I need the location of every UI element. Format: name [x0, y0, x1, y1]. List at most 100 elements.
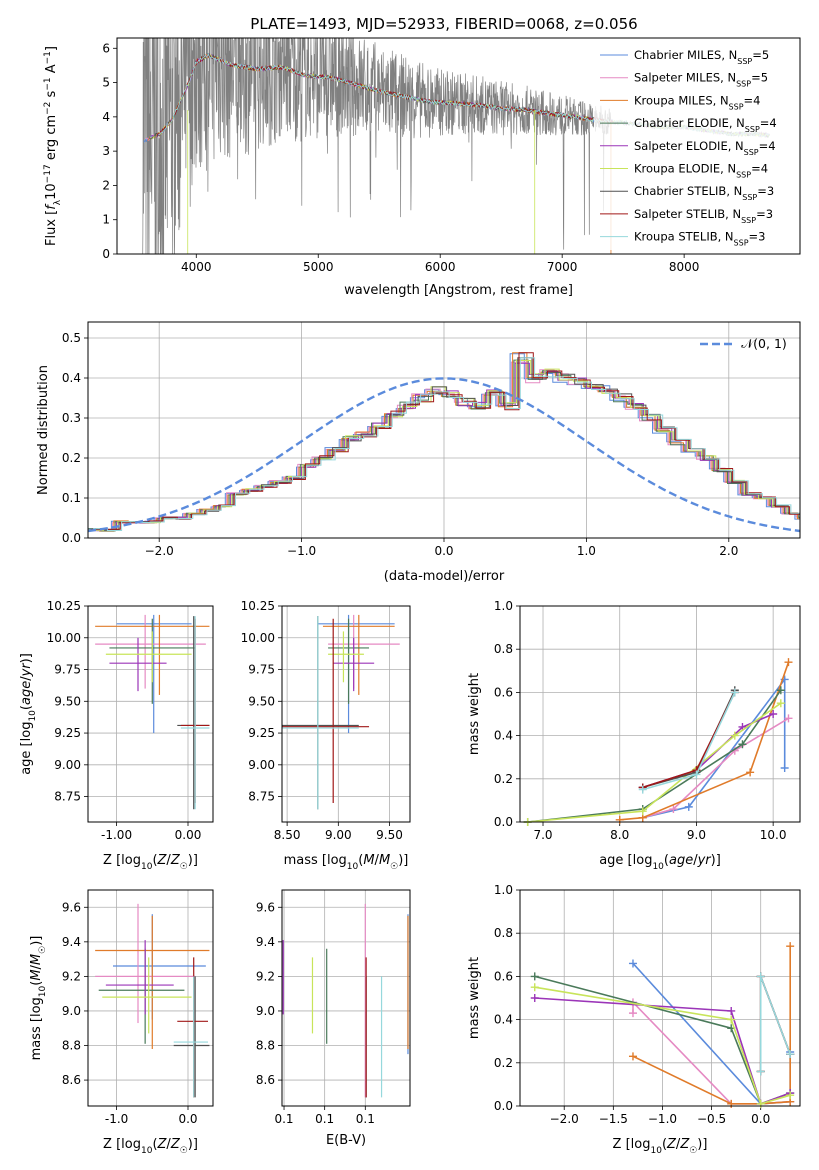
- label-part: )]: [697, 1137, 707, 1152]
- label-part: 10: [38, 985, 48, 997]
- y-tick-label: 9.6: [62, 900, 81, 914]
- x-tick-label: 8000: [669, 260, 700, 274]
- legend-entry: Kroupa STELIB, NSSP=3: [634, 230, 765, 248]
- x-tick-label: −2.0: [550, 1112, 579, 1126]
- label-part: −1: [43, 51, 53, 64]
- x-tick-label: 0.00: [175, 828, 202, 842]
- data-point-marker: [784, 658, 793, 667]
- legend-entry: Salpeter MILES, NSSP=5: [634, 71, 768, 89]
- label-part: 10: [652, 862, 664, 872]
- residuals-axes: [84, 322, 800, 542]
- label-part: 10: [650, 1146, 662, 1156]
- legend-entry: Chabrier STELIB, NSSP=3: [634, 184, 774, 202]
- y-tick-label: 0: [102, 247, 110, 261]
- y-tick-label: 0.8: [494, 926, 513, 940]
- data-point-marker: [730, 731, 739, 740]
- label-part: −17: [43, 164, 53, 183]
- data-point-marker: [628, 1009, 637, 1018]
- histogram-salpeter_elodie: [88, 362, 800, 531]
- legend-entry: Salpeter STELIB, NSSP=3: [634, 207, 773, 225]
- data-point-marker: [727, 1015, 736, 1024]
- axes-frame: [116, 37, 801, 255]
- label-part: ☉: [180, 862, 188, 872]
- label-part: yr: [697, 853, 713, 868]
- y-tick-label: 1.0: [494, 883, 513, 897]
- data-point-marker: [786, 1091, 795, 1100]
- x-tick-label: 9.50: [376, 828, 403, 842]
- axes-frame: [87, 605, 214, 823]
- y-tick-label: 9.0: [256, 1004, 275, 1018]
- label-part: Z: [170, 853, 181, 868]
- y-tick-label: 0.2: [494, 1056, 513, 1070]
- label-part: /: [375, 853, 380, 868]
- data-point-marker: [776, 686, 785, 695]
- label-part: )]: [711, 853, 721, 868]
- mass-vs-ebv-x-axis-label: E(B-V): [326, 1133, 366, 1148]
- legend-sub: SSP: [744, 147, 759, 156]
- label-part: Normed distribution: [36, 365, 51, 495]
- y-tick-label: 0.4: [62, 371, 81, 385]
- y-tick-label: 9.2: [62, 969, 81, 983]
- label-part: )]: [398, 853, 408, 868]
- series-line-salpeter_stelib: [642, 692, 736, 789]
- y-tick-label: 9.0: [62, 1004, 81, 1018]
- legend-entry: Chabrier MILES, NSSP=5: [634, 48, 769, 66]
- label-part: M: [29, 954, 44, 965]
- label-part: )]: [188, 1137, 198, 1152]
- label-part: (: [664, 853, 669, 868]
- legend-sub: SSP: [745, 125, 760, 134]
- label-part: mass [log: [29, 997, 44, 1060]
- legend-entry: Chabrier ELODIE, NSSP=4: [634, 116, 777, 134]
- y-tick-label: 9.6: [256, 900, 275, 914]
- y-tick-label: 8.6: [62, 1073, 81, 1087]
- y-tick-label: 5: [102, 76, 110, 90]
- x-tick-label: 2.0: [719, 544, 738, 558]
- series-line-salpeter_miles: [642, 717, 789, 819]
- y-tick-label: 9.4: [62, 935, 81, 949]
- data-point-marker: [776, 699, 785, 708]
- label-part: 10: [141, 862, 153, 872]
- x-tick-label: 0.1: [274, 1112, 293, 1126]
- label-part: 10: [347, 862, 359, 872]
- y-tick-label: 9.75: [248, 663, 275, 677]
- x-tick-label: 8.0: [610, 828, 629, 842]
- x-tick-label: 10.0: [760, 828, 787, 842]
- mass-vs-z-x-axis-label: Z [log10(Z/Z☉)]: [103, 1137, 198, 1156]
- legend-gaussian: 𝒩(0, 1): [741, 336, 787, 351]
- age-vs-mass-x-axis-label: mass [log10(M/M☉)]: [284, 853, 409, 872]
- axes-frame: [519, 889, 801, 1107]
- label-part: (: [29, 981, 44, 986]
- y-tick-label: 0.6: [494, 685, 513, 699]
- label-part: mass weight: [467, 957, 482, 1039]
- y-tick-label: 0.4: [494, 729, 513, 743]
- label-part: mass weight: [467, 673, 482, 755]
- mass_weight_vs_age-lines: [523, 658, 793, 826]
- data-point-marker: [727, 1006, 736, 1015]
- x-tick-label: 0.0: [178, 1112, 197, 1126]
- label-part: ☉: [689, 1146, 697, 1156]
- data-point-marker: [530, 994, 539, 1002]
- label-part: ☉: [390, 862, 398, 872]
- y-tick-label: 4: [102, 110, 110, 124]
- data-point-marker: [530, 983, 539, 992]
- legend-tail: =3: [749, 230, 766, 244]
- y-tick-label: 8.75: [248, 790, 275, 804]
- x-tick-label: 0.1: [315, 1112, 334, 1126]
- data-point-marker: [638, 785, 647, 794]
- mass-weight-vs-age-x-axis-label: age [log10(age/yr)]: [599, 853, 721, 872]
- x-tick-label: −0.5: [697, 1112, 726, 1126]
- label-part: M: [29, 969, 44, 980]
- x-tick-label: 0.0: [434, 544, 453, 558]
- mass_vs_z-points: [95, 903, 210, 1098]
- label-part: ]: [44, 46, 59, 51]
- y-tick-label: 9.50: [248, 694, 275, 708]
- label-part: )]: [188, 853, 198, 868]
- label-part: λ: [53, 199, 63, 205]
- y-tick-label: 3: [102, 144, 110, 158]
- series-line-kroupa_stelib: [759, 976, 791, 1072]
- data-point-marker: [756, 1067, 765, 1076]
- label-part: M: [379, 853, 390, 868]
- series-line-chabrier_miles: [642, 677, 786, 819]
- mass-weight-vs-z-x-axis-label: Z [log10(Z/Z☉)]: [613, 1137, 708, 1156]
- x-tick-label: -1.00: [101, 828, 132, 842]
